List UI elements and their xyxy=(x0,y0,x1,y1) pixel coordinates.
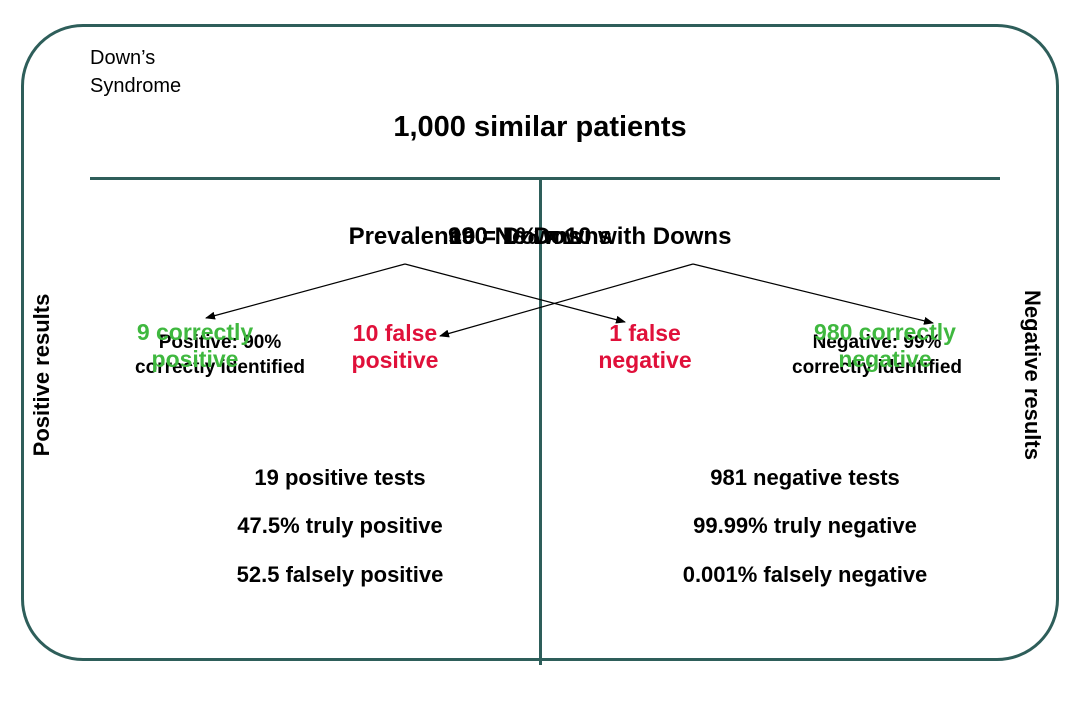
true-negative-line-1: 980 correctly xyxy=(814,319,956,345)
positive-tests-summary: 19 positive tests xyxy=(254,465,426,490)
vertical-divider xyxy=(539,177,542,665)
negative-results-label: Negative results xyxy=(1020,290,1045,460)
positive-prop-line-2: correctly identified xyxy=(135,357,305,378)
false-positive-line-2: positive xyxy=(351,347,439,373)
positive-test-property: Positive: 90% correctly identified xyxy=(105,330,335,380)
prevalence-text: Prevalence = 1% = 10 with Downs xyxy=(348,223,732,250)
true-positive-text: 9 correctly positive xyxy=(100,319,290,373)
positive-results-label: Positive results xyxy=(29,293,54,457)
no-downs-count-text: 990 No Downs xyxy=(447,223,613,250)
topic-label: Down’s Syndrome xyxy=(90,44,230,100)
falsely-positive-summary: 52.5 falsely positive xyxy=(236,562,444,587)
true-negative-line-2: negative xyxy=(838,346,932,372)
topic-line-1: Down’s xyxy=(90,47,156,69)
falsely-negative-summary: 0.001% falsely negative xyxy=(682,562,928,587)
true-positive-line-1: 9 correctly xyxy=(136,319,254,345)
false-positive-line-1: 10 false xyxy=(352,320,438,346)
negative-prop-line-1: Negative: 99% xyxy=(812,332,942,353)
true-positive-line-2: positive xyxy=(151,346,239,372)
false-negative-line-2: negative xyxy=(598,347,692,373)
false-negative-text: 1 false negative xyxy=(565,320,725,374)
truly-negative-summary: 99.99% truly negative xyxy=(693,513,917,538)
downs-count-text: 10 = Downs xyxy=(448,223,582,250)
positive-prop-line-1: Positive: 90% xyxy=(158,332,282,353)
true-negative-text: 980 correctly negative xyxy=(790,319,980,373)
false-positive-text: 10 false positive xyxy=(320,320,470,374)
horizontal-divider xyxy=(90,177,1000,180)
topic-line-2: Syndrome xyxy=(90,75,182,97)
negative-tests-summary: 981 negative tests xyxy=(710,465,900,490)
false-negative-line-1: 1 false xyxy=(609,320,681,346)
diagram-title: 1,000 similar patients xyxy=(393,111,687,143)
negative-prop-line-2: correctly identified xyxy=(792,357,962,378)
negative-test-property: Negative: 99% correctly identified xyxy=(762,330,992,380)
truly-positive-summary: 47.5% truly positive xyxy=(237,513,443,538)
